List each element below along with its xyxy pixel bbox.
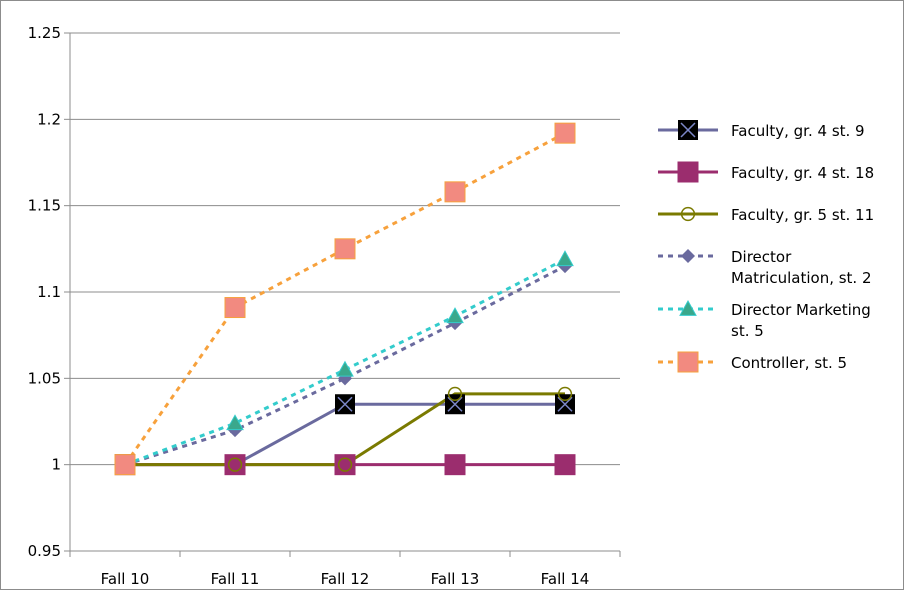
y-tick-label: 1.25: [28, 24, 61, 42]
series-markers: [114, 122, 576, 476]
marker-square: [554, 454, 576, 476]
data-point: [446, 307, 464, 324]
y-tick-label: 1.05: [28, 369, 61, 387]
data-point: [444, 454, 466, 476]
legend-marker: [678, 120, 698, 140]
axes: [69, 33, 620, 552]
marker-square: [677, 351, 699, 373]
marker-square: [677, 161, 699, 183]
legend-marker: [677, 351, 699, 373]
data-point: [336, 360, 354, 377]
x-tick-labels: Fall 10 Fall 11 Fall 12 Fall 13 Fall 14: [101, 570, 590, 588]
data-point: [554, 122, 576, 144]
marker-triangle: [336, 360, 354, 377]
data-point: [554, 454, 576, 476]
legend-label: Faculty, gr. 4 st. 18: [731, 164, 874, 182]
marker-circle: [680, 206, 696, 222]
data-point: [445, 394, 465, 415]
legend-label: Faculty, gr. 4 st. 9: [731, 122, 865, 140]
marker-triangle: [556, 250, 574, 267]
marker-square: [444, 181, 466, 203]
marker-square: [114, 454, 136, 476]
marker-x: [337, 396, 353, 412]
data-point: [334, 238, 356, 260]
y-tick-label: 1: [51, 456, 61, 474]
legend-label: Director Marketing: [731, 301, 871, 319]
y-tick-label: 0.95: [28, 542, 61, 560]
data-point: [556, 250, 574, 267]
marker-square: [554, 122, 576, 144]
marker-circle: [227, 457, 243, 472]
marker-triangle: [679, 299, 697, 316]
legend: Faculty, gr. 4 st. 9 Faculty, gr. 4 st. 1…: [658, 120, 874, 373]
legend-label: st. 5: [731, 322, 764, 340]
data-point: [447, 386, 463, 402]
legend-label: Controller, st. 5: [731, 354, 847, 372]
marker-diamond: [681, 249, 695, 263]
x-tick-label: Fall 13: [431, 570, 480, 588]
marker-circle: [557, 386, 573, 402]
data-point: [557, 386, 573, 402]
marker-circle: [447, 386, 463, 402]
data-point: [114, 454, 136, 476]
legend-marker: [681, 249, 695, 263]
x-tick-label: Fall 14: [541, 570, 590, 588]
marker-square: [334, 238, 356, 260]
legend-marker: [677, 161, 699, 183]
y-tick-label: 1.15: [28, 197, 61, 215]
legend-label: Faculty, gr. 5 st. 11: [731, 206, 874, 224]
series-line-3: [124, 264, 566, 467]
marker-square: [224, 297, 246, 319]
marker-square: [444, 454, 466, 476]
y-tick-label: 1.2: [37, 110, 61, 128]
marker-circle: [337, 457, 353, 472]
marker-triangle: [446, 307, 464, 324]
data-point: [226, 414, 244, 431]
y-tick-labels: 0.95 1 1.05 1.1 1.15 1.2 1.25: [28, 24, 61, 560]
marker-triangle: [226, 414, 244, 431]
data-point: [335, 394, 355, 415]
legend-label: Director: [731, 248, 792, 266]
legend-marker: [680, 206, 696, 222]
x-tick-label: Fall 10: [101, 570, 150, 588]
legend-marker: [679, 299, 697, 316]
marker-x: [447, 396, 463, 412]
data-point: [227, 457, 243, 472]
legend-label: Matriculation, st. 2: [731, 269, 872, 287]
y-tick-label: 1.1: [37, 283, 61, 301]
marker-x: [680, 122, 696, 138]
series-line-5: [123, 131, 566, 466]
data-point: [337, 457, 353, 472]
x-tick-label: Fall 11: [211, 570, 260, 588]
series-line-4: [124, 257, 566, 467]
data-point: [224, 297, 246, 319]
data-point: [444, 181, 466, 203]
x-tick-label: Fall 12: [321, 570, 370, 588]
data-point: [555, 394, 575, 415]
marker-x: [557, 396, 573, 412]
